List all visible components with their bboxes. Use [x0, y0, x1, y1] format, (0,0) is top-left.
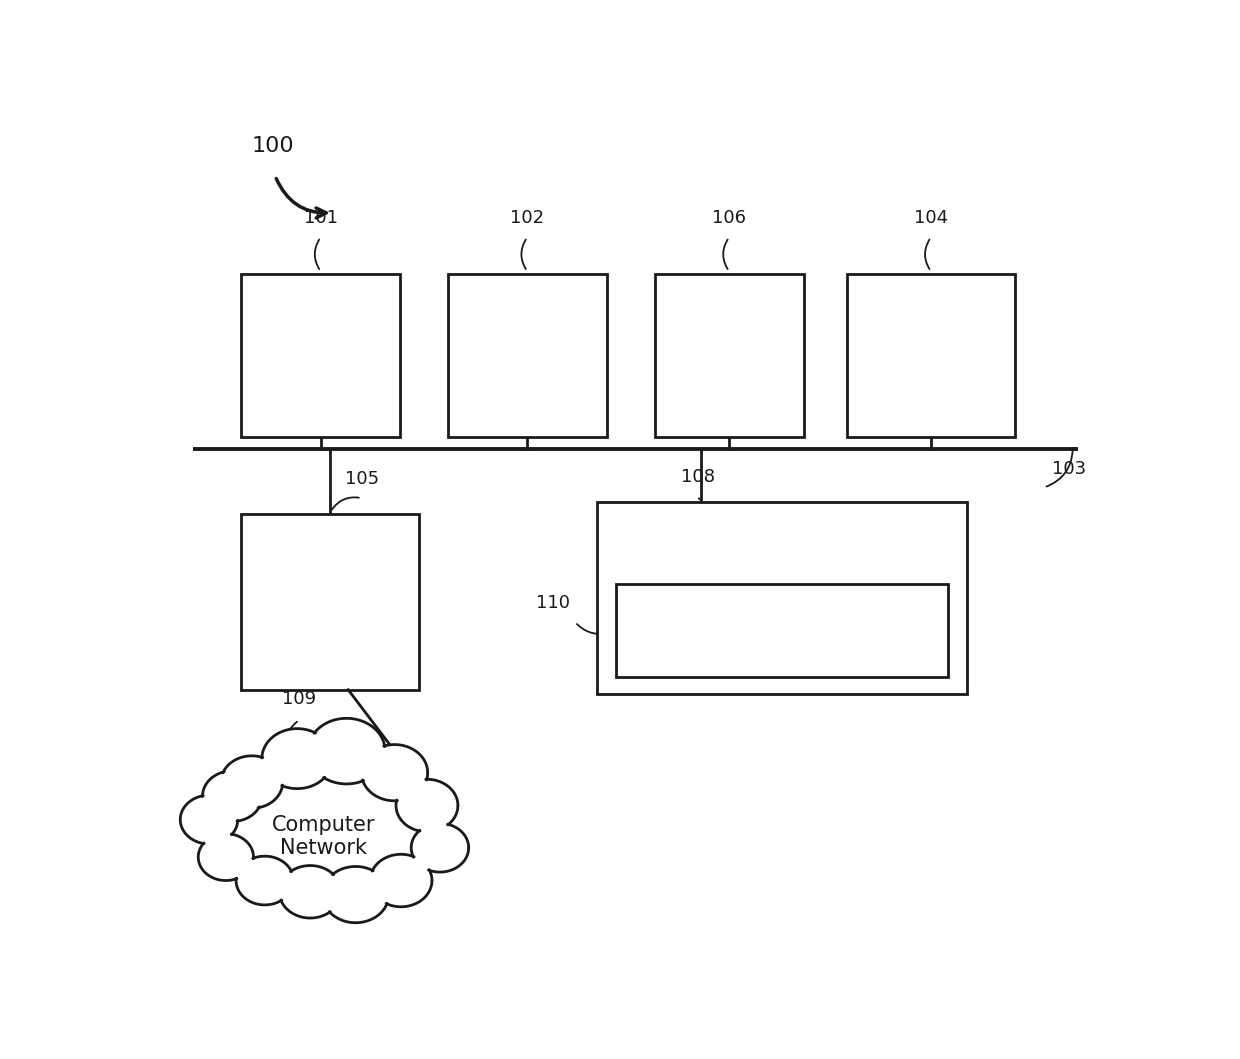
- Text: Processor: Processor: [274, 346, 368, 365]
- Polygon shape: [236, 856, 294, 905]
- Polygon shape: [412, 823, 469, 873]
- Polygon shape: [308, 718, 386, 784]
- Text: 105: 105: [345, 470, 378, 488]
- Bar: [655, 274, 804, 437]
- Bar: [448, 274, 606, 437]
- Bar: [242, 274, 401, 437]
- Text: 103: 103: [1052, 460, 1086, 478]
- Polygon shape: [322, 866, 389, 922]
- Text: 108: 108: [681, 468, 715, 486]
- Polygon shape: [198, 833, 253, 880]
- Polygon shape: [361, 744, 428, 801]
- Text: 110: 110: [536, 594, 570, 612]
- Text: Main Memory: Main Memory: [717, 520, 848, 539]
- Text: Computer
Network: Computer Network: [272, 815, 374, 858]
- Text: 104: 104: [914, 210, 949, 228]
- Bar: [847, 274, 1016, 437]
- Polygon shape: [262, 729, 332, 789]
- Text: 106: 106: [712, 210, 746, 228]
- Text: User Input
Devices: User Input Devices: [477, 335, 578, 376]
- Text: Software Modules: Software Modules: [696, 622, 869, 640]
- Bar: [596, 502, 967, 694]
- Bar: [242, 515, 419, 689]
- Text: Display
Monitor: Display Monitor: [894, 335, 968, 376]
- Bar: [616, 584, 947, 678]
- Polygon shape: [279, 865, 341, 918]
- Text: 102: 102: [511, 210, 544, 228]
- Polygon shape: [396, 779, 458, 831]
- Polygon shape: [180, 795, 238, 844]
- Text: Computer
Network
Interface: Computer Network Interface: [281, 571, 379, 633]
- Polygon shape: [221, 756, 283, 808]
- Polygon shape: [202, 771, 262, 822]
- Text: 100: 100: [250, 136, 294, 156]
- Text: 109: 109: [281, 690, 316, 708]
- Text: 101: 101: [304, 210, 337, 228]
- Text: Data
Storage: Data Storage: [691, 335, 768, 376]
- Polygon shape: [370, 855, 432, 907]
